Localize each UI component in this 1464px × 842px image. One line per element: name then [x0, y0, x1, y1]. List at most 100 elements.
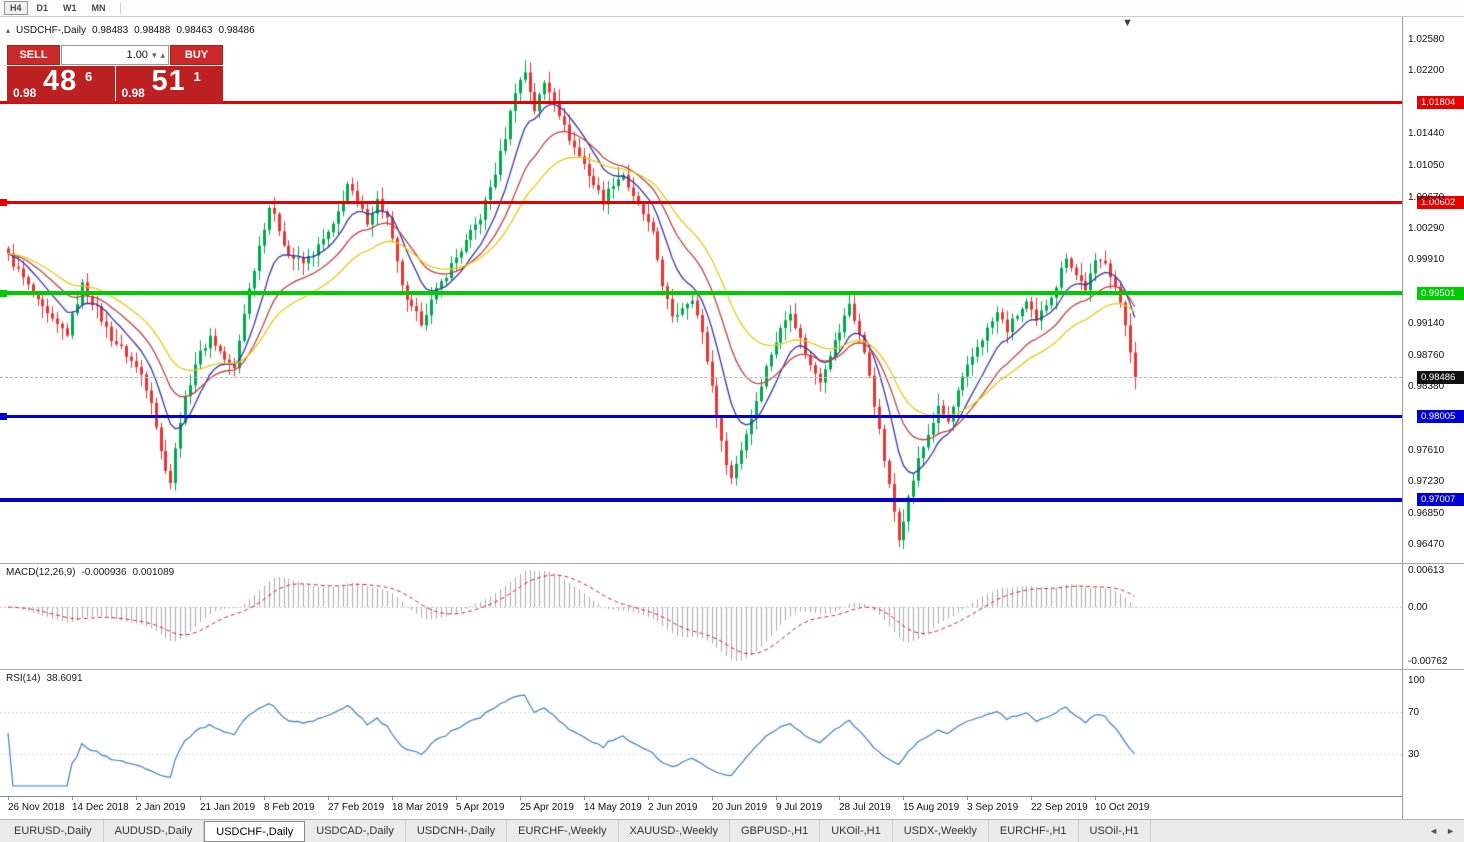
- date-axis-label: 15 Aug 2019: [903, 802, 960, 813]
- ask-price-point: 1: [193, 69, 201, 84]
- timeframe-toolbar: H4 D1 W1 MN: [0, 0, 1464, 17]
- one-click-trading-panel: SELL 1.00 ▾ ▴ BUY 0.98 48 6 0.98 51 1: [7, 45, 223, 103]
- price-axis-label: 0.97230: [1408, 476, 1445, 488]
- price-axis-label: 1.00290: [1408, 222, 1445, 234]
- date-axis-tick: [648, 797, 649, 800]
- tab-usdchf-daily[interactable]: USDCHF-,Daily: [204, 821, 306, 842]
- date-axis-tick: [903, 797, 904, 800]
- tabs-scroll-right-icon[interactable]: ►: [1446, 826, 1455, 836]
- tab-eurchf-weekly[interactable]: EURCHF-,Weekly: [507, 820, 619, 842]
- date-axis-tick: [584, 797, 585, 800]
- price-axis-label: 0.98760: [1408, 349, 1445, 361]
- ohlc-close: 0.98486: [218, 25, 255, 36]
- hline-anchor-1.00602[interactable]: [0, 198, 7, 206]
- volume-value[interactable]: 1.00: [126, 49, 148, 61]
- timeframe-button-d1[interactable]: D1: [31, 1, 55, 15]
- hline-anchor-0.98005[interactable]: [0, 413, 7, 421]
- date-axis[interactable]: 26 Nov 2018 14 Dec 2018 2 Jan 2019 21 Jan 2…: [0, 796, 1402, 819]
- tab-usdx-weekly[interactable]: USDX-,Weekly: [893, 820, 989, 842]
- hline-1.01804[interactable]: [0, 101, 1402, 105]
- price-axis-label: 0.96850: [1408, 507, 1445, 519]
- date-axis-label: 10 Oct 2019: [1095, 802, 1150, 813]
- tab-usoil-h1[interactable]: USOil-,H1: [1079, 820, 1152, 842]
- timeframe-button-w1[interactable]: W1: [57, 1, 83, 15]
- price-axis[interactable]: 1.01804 1.00602 0.99501 0.98005 0.97007 0.984…: [1402, 17, 1464, 819]
- date-axis-label: 21 Jan 2019: [200, 802, 256, 813]
- date-axis-tick: [520, 797, 521, 800]
- price-axis-label: 1.01440: [1408, 127, 1445, 139]
- tab-eurusd-daily[interactable]: EURUSD-,Daily: [3, 820, 104, 842]
- hline-0.98005[interactable]: [0, 415, 1402, 419]
- macd-axis-label: -0.00762: [1408, 656, 1448, 667]
- tab-gbpusd-h1[interactable]: GBPUSD-,H1: [730, 820, 821, 842]
- bid-price-pips: 48: [43, 65, 78, 97]
- date-axis-tick: [392, 797, 393, 800]
- timeframe-button-mn[interactable]: MN: [86, 1, 112, 15]
- tab-eurchf-h1[interactable]: EURCHF-,H1: [989, 820, 1079, 842]
- tab-strip: EURUSD-,Daily AUDUSD-,Daily USDCHF-,Daily U…: [0, 820, 1152, 842]
- date-axis-tick: [328, 797, 329, 800]
- rsi-canvas[interactable]: [0, 670, 1402, 796]
- toolbar-separator: [119, 2, 121, 14]
- date-axis-label: 27 Feb 2019: [328, 802, 385, 813]
- rsi-axis-label: 100: [1408, 675, 1425, 686]
- buy-button[interactable]: BUY: [170, 45, 223, 65]
- date-axis-tick: [200, 797, 201, 800]
- macd-axis-label: 0.00: [1408, 602, 1428, 614]
- rsi-axis-label: 70: [1408, 706, 1420, 718]
- date-axis-label: 2 Jun 2019: [648, 802, 698, 813]
- ohlc-open: 0.98483: [92, 25, 129, 36]
- date-axis-label: 18 Mar 2019: [392, 802, 449, 813]
- tabs-scroll-left-icon[interactable]: ◄: [1429, 826, 1439, 836]
- timeframe-buttons: H4 D1 W1 MN: [4, 1, 112, 15]
- date-axis-tick: [1031, 797, 1032, 800]
- volume-decrease-icon[interactable]: ▾: [151, 49, 157, 60]
- date-axis-label: 28 Jul 2019: [839, 802, 891, 813]
- price-axis-label: 0.99140: [1408, 318, 1445, 330]
- hline-0.97007[interactable]: [0, 497, 1402, 502]
- date-axis-label: 14 May 2019: [584, 802, 642, 813]
- tab-usdcnh-daily[interactable]: USDCNH-,Daily: [406, 820, 508, 842]
- chart-shift-marker-icon[interactable]: ▼: [1122, 17, 1133, 29]
- price-badge-0.97007: 0.97007: [1417, 493, 1464, 507]
- price-axis-label: 0.98380: [1408, 380, 1445, 392]
- date-axis-label: 22 Sep 2019: [1031, 802, 1088, 813]
- price-chart-canvas[interactable]: [0, 17, 1402, 563]
- price-badge-0.98005: 0.98005: [1417, 410, 1464, 424]
- price-badge-0.99501: 0.99501: [1417, 286, 1464, 300]
- bid-price-display[interactable]: 0.98 48 6: [7, 65, 115, 103]
- price-axis-label: 0.97610: [1408, 444, 1445, 456]
- price-axis-label: 1.02580: [1408, 33, 1445, 45]
- macd-canvas[interactable]: [0, 564, 1402, 669]
- price-axis-label: 1.01050: [1408, 160, 1445, 172]
- hline-1.00602[interactable]: [0, 200, 1402, 204]
- tab-xauusd-weekly[interactable]: XAUUSD-,Weekly: [619, 820, 730, 842]
- hline-0.99501[interactable]: [0, 291, 1402, 296]
- tab-audusd-daily[interactable]: AUDUSD-,Daily: [104, 820, 205, 842]
- panel-separator: [0, 669, 1464, 670]
- ask-price-display[interactable]: 0.98 51 1: [115, 65, 223, 103]
- chart-area: ▴ USDCHF-,Daily 0.98483 0.98488 0.98463 …: [0, 17, 1402, 819]
- volume-increase-icon[interactable]: ▴: [160, 49, 165, 60]
- current-price-badge: 0.98486: [1417, 370, 1464, 384]
- price-axis-label: 0.96470: [1408, 538, 1445, 550]
- price-axis-label: 0.99910: [1408, 254, 1445, 266]
- chart-overlay: [0, 17, 1402, 563]
- sell-button[interactable]: SELL: [7, 45, 60, 65]
- ask-price-prefix: 0.98: [121, 86, 145, 100]
- volume-field[interactable]: 1.00 ▾ ▴: [61, 45, 169, 65]
- rsi-value: 38.6091: [46, 673, 83, 684]
- date-axis-label: 26 Nov 2018: [8, 802, 65, 813]
- collapse-chart-icon[interactable]: ▴: [6, 26, 11, 35]
- macd-signal-value: 0.001089: [132, 567, 175, 578]
- trade-prices-row: 0.98 48 6 0.98 51 1: [7, 65, 223, 103]
- chart-symbol-label: USDCHF-,Daily: [16, 25, 87, 36]
- tab-ukoil-h1[interactable]: UKOil-,H1: [820, 820, 893, 842]
- hline-anchor-0.99501[interactable]: [0, 289, 7, 297]
- timeframe-button-h4[interactable]: H4: [4, 1, 28, 15]
- date-axis-tick: [712, 797, 713, 800]
- date-axis-label: 25 Apr 2019: [520, 802, 574, 813]
- tab-usdcad-daily[interactable]: USDCAD-,Daily: [305, 820, 406, 842]
- price-axis-label: 1.02200: [1408, 64, 1445, 76]
